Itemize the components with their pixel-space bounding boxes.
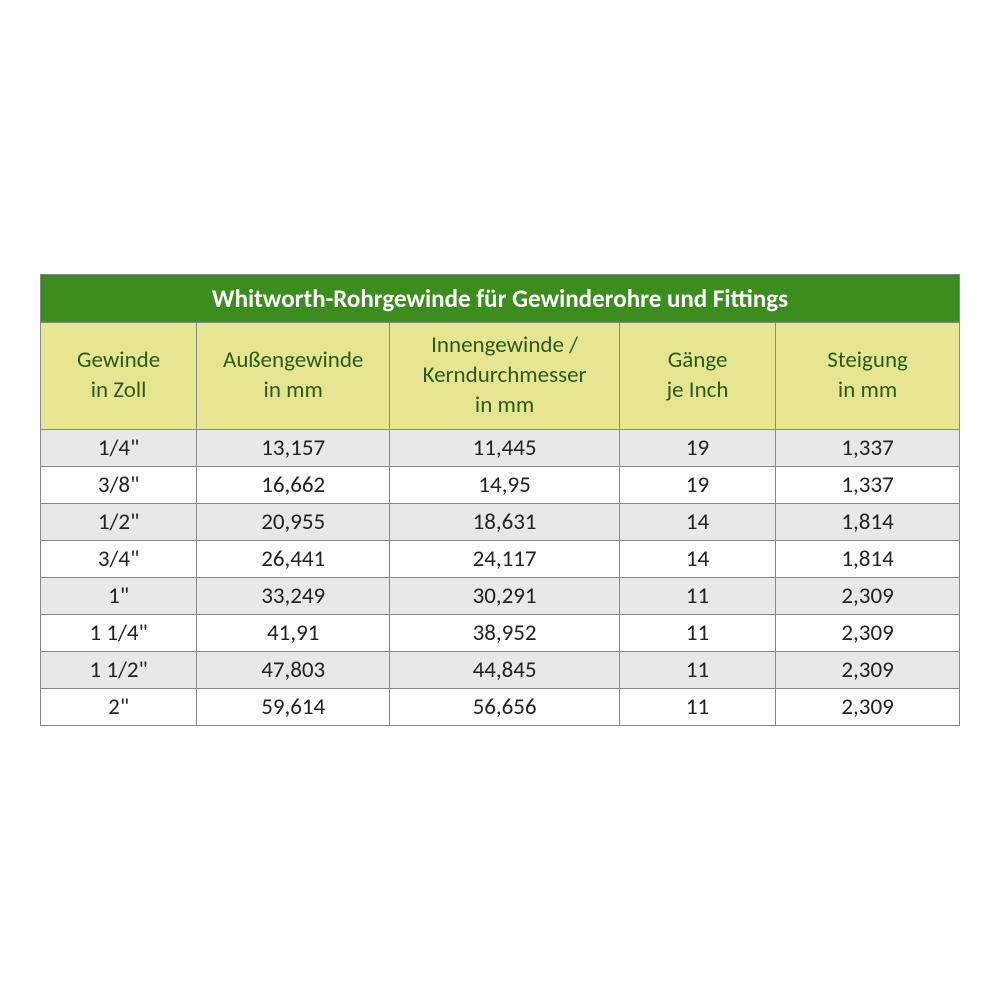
cell: 2,309 xyxy=(776,614,960,651)
cell: 11 xyxy=(619,577,775,614)
cell: 3/8" xyxy=(41,466,197,503)
cell: 11 xyxy=(619,614,775,651)
cell: 1/2" xyxy=(41,503,197,540)
cell: 1 1/4" xyxy=(41,614,197,651)
cell: 13,157 xyxy=(197,429,390,466)
cell: 30,291 xyxy=(390,577,620,614)
cell: 26,441 xyxy=(197,540,390,577)
cell: 2,309 xyxy=(776,688,960,725)
cell: 47,803 xyxy=(197,651,390,688)
cell: 2,309 xyxy=(776,651,960,688)
cell: 14,95 xyxy=(390,466,620,503)
cell: 24,117 xyxy=(390,540,620,577)
cell: 16,662 xyxy=(197,466,390,503)
table-title: Whitworth-Rohrgewinde für Gewinderohre u… xyxy=(41,275,960,323)
cell: 1,814 xyxy=(776,503,960,540)
table-row: 1/4" 13,157 11,445 19 1,337 xyxy=(41,429,960,466)
cell: 2,309 xyxy=(776,577,960,614)
cell: 56,656 xyxy=(390,688,620,725)
cell: 44,845 xyxy=(390,651,620,688)
cell: 38,952 xyxy=(390,614,620,651)
thread-table: Whitworth-Rohrgewinde für Gewinderohre u… xyxy=(40,274,960,726)
cell: 11 xyxy=(619,651,775,688)
cell: 3/4" xyxy=(41,540,197,577)
cell: 1 1/2" xyxy=(41,651,197,688)
thread-table-container: Whitworth-Rohrgewinde für Gewinderohre u… xyxy=(40,274,960,726)
cell: 2" xyxy=(41,688,197,725)
cell: 1,337 xyxy=(776,429,960,466)
table-title-row: Whitworth-Rohrgewinde für Gewinderohre u… xyxy=(41,275,960,323)
cell: 1" xyxy=(41,577,197,614)
cell: 11 xyxy=(619,688,775,725)
col-header-aussen: Außengewindein mm xyxy=(197,323,390,430)
cell: 20,955 xyxy=(197,503,390,540)
cell: 19 xyxy=(619,429,775,466)
cell: 1,814 xyxy=(776,540,960,577)
cell: 41,91 xyxy=(197,614,390,651)
table-row: 1 1/2" 47,803 44,845 11 2,309 xyxy=(41,651,960,688)
table-row: 1 1/4" 41,91 38,952 11 2,309 xyxy=(41,614,960,651)
cell: 19 xyxy=(619,466,775,503)
cell: 1/4" xyxy=(41,429,197,466)
cell: 14 xyxy=(619,503,775,540)
cell: 14 xyxy=(619,540,775,577)
table-row: 1" 33,249 30,291 11 2,309 xyxy=(41,577,960,614)
table-row: 3/8" 16,662 14,95 19 1,337 xyxy=(41,466,960,503)
table-header-row: Gewindein Zoll Außengewindein mm Innenge… xyxy=(41,323,960,430)
col-header-steigung: Steigungin mm xyxy=(776,323,960,430)
cell: 11,445 xyxy=(390,429,620,466)
table-body: 1/4" 13,157 11,445 19 1,337 3/8" 16,662 … xyxy=(41,429,960,725)
col-header-gaenge: Gängeje Inch xyxy=(619,323,775,430)
cell: 18,631 xyxy=(390,503,620,540)
cell: 33,249 xyxy=(197,577,390,614)
col-header-innen: Innengewinde /Kerndurchmesserin mm xyxy=(390,323,620,430)
col-header-gewinde: Gewindein Zoll xyxy=(41,323,197,430)
cell: 59,614 xyxy=(197,688,390,725)
table-row: 3/4" 26,441 24,117 14 1,814 xyxy=(41,540,960,577)
table-row: 1/2" 20,955 18,631 14 1,814 xyxy=(41,503,960,540)
cell: 1,337 xyxy=(776,466,960,503)
table-row: 2" 59,614 56,656 11 2,309 xyxy=(41,688,960,725)
